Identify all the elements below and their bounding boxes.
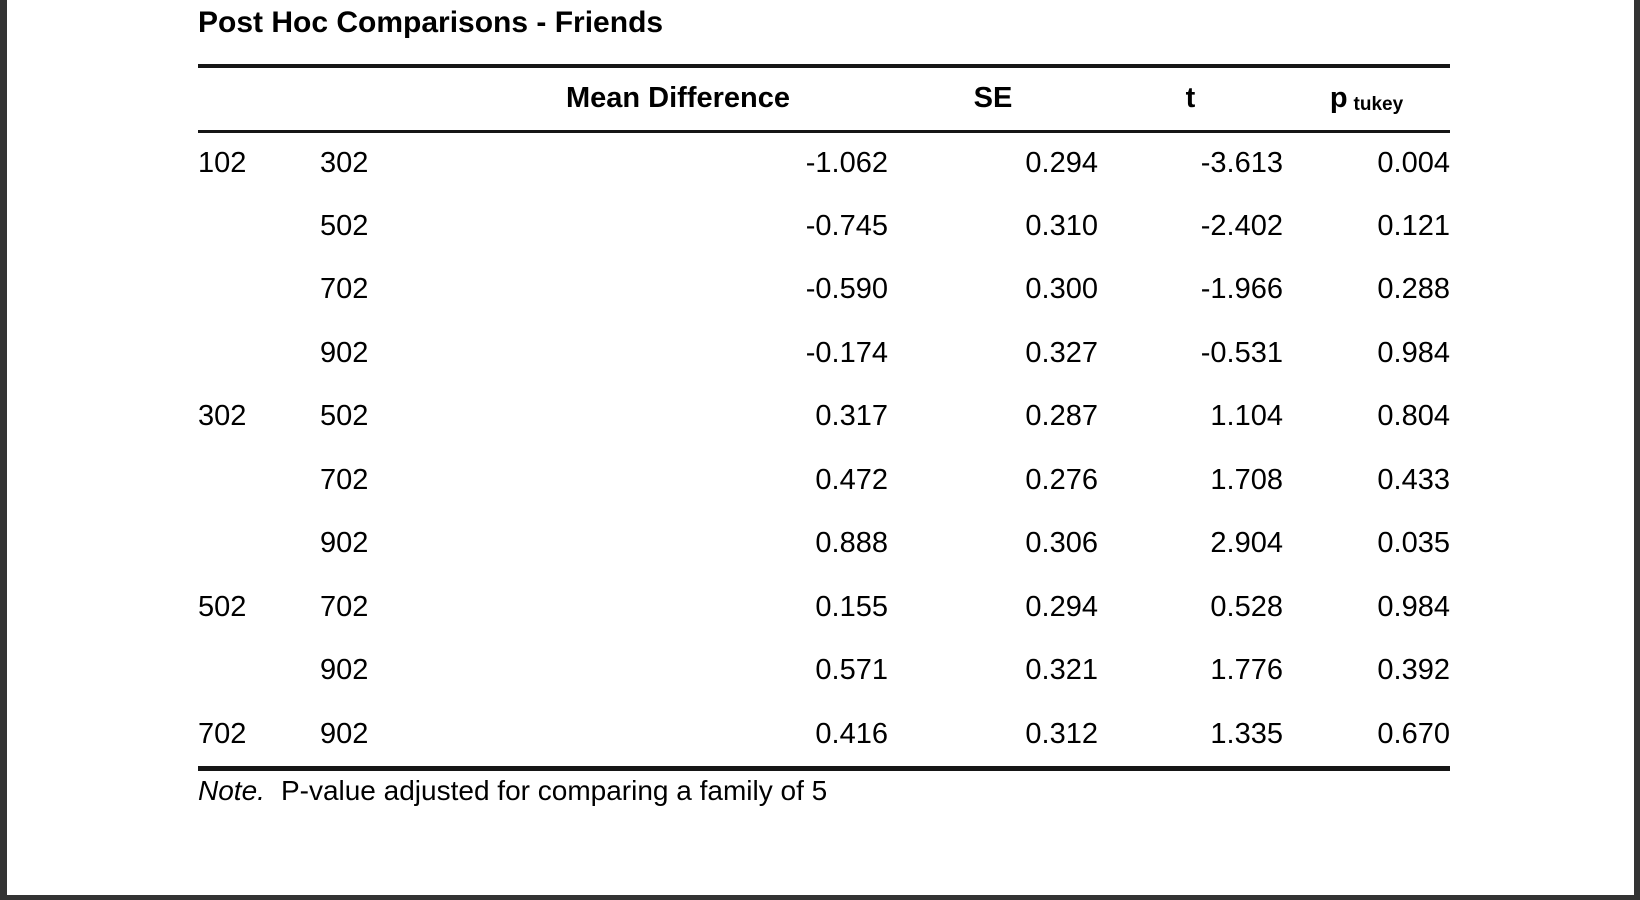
cell-group-b: 502 <box>320 209 369 242</box>
cell-t: 1.104 <box>1210 400 1283 433</box>
table-row: 102 302 -1.062 0.294 -3.613 0.004 <box>198 131 1450 195</box>
cell-p: 0.288 <box>1377 273 1450 306</box>
cell-t: -2.402 <box>1200 209 1283 242</box>
p-tukey-subscript: tukey <box>1353 94 1404 116</box>
table-row: 502 -0.745 0.310 -2.402 0.121 <box>198 195 1450 259</box>
cell-mean-difference: 0.888 <box>815 527 888 560</box>
cell-p: 0.984 <box>1377 590 1450 623</box>
table-row: 502 702 0.155 0.294 0.528 0.984 <box>198 576 1450 640</box>
cell-p: 0.670 <box>1377 717 1450 750</box>
cell-se: 0.300 <box>1025 273 1098 306</box>
col-header-mean-difference: Mean Difference <box>468 68 888 133</box>
cell-p: 0.035 <box>1377 527 1450 560</box>
cell-group-b: 702 <box>320 463 369 496</box>
cell-group-b: 902 <box>320 654 369 687</box>
cell-mean-difference: 0.317 <box>815 400 888 433</box>
cell-group-a: 102 <box>198 147 247 179</box>
cell-group-a <box>198 639 320 703</box>
cell-p: 0.433 <box>1377 463 1450 496</box>
cell-group-b: 902 <box>320 717 369 750</box>
cell-se: 0.276 <box>1025 463 1098 496</box>
col-header-p-tukey: p tukey <box>1283 68 1450 133</box>
page-title: Post Hoc Comparisons - Friends <box>198 6 664 39</box>
cell-group-b: 502 <box>320 400 369 433</box>
table-note: Note. P-value adjusted for comparing a fa… <box>198 770 827 812</box>
note-text: P-value adjusted for comparing a family … <box>280 775 828 806</box>
cell-t: -3.613 <box>1200 147 1283 179</box>
cell-mean-difference: -0.174 <box>805 336 888 369</box>
cell-se: 0.321 <box>1025 654 1098 687</box>
cell-se: 0.310 <box>1025 209 1098 242</box>
col-header-se: SE <box>888 68 1098 133</box>
table-row: 702 -0.590 0.300 -1.966 0.288 <box>198 258 1450 322</box>
cell-t: 1.776 <box>1210 654 1283 687</box>
table-header-row: Mean Difference SE t p tukey <box>198 68 1450 133</box>
cell-group-b: 702 <box>320 590 369 623</box>
cell-se: 0.306 <box>1025 527 1098 560</box>
cell-group-b: 902 <box>320 527 369 560</box>
table-row: 302 502 0.317 0.287 1.104 0.804 <box>198 385 1450 449</box>
col-header-group-a <box>198 68 320 133</box>
cell-se: 0.327 <box>1025 336 1098 369</box>
window-frame-right <box>1634 0 1640 900</box>
cell-mean-difference: 0.416 <box>815 717 888 750</box>
cell-se: 0.294 <box>1025 147 1098 179</box>
cell-group-a <box>198 449 320 513</box>
cell-mean-difference: 0.155 <box>815 590 888 623</box>
cell-group-a: 302 <box>198 400 247 433</box>
cell-group-a <box>198 258 320 322</box>
col-header-t: t <box>1098 68 1283 133</box>
table-row: 702 0.472 0.276 1.708 0.433 <box>198 449 1450 513</box>
cell-group-a: 502 <box>198 590 247 623</box>
cell-group-a: 702 <box>198 717 247 750</box>
table-row: 702 902 0.416 0.312 1.335 0.670 <box>198 703 1450 767</box>
cell-p: 0.804 <box>1377 400 1450 433</box>
post-hoc-comparisons-table: Mean Difference SE t p tukey 102 302 -1.0… <box>198 64 1450 771</box>
cell-group-a <box>198 322 320 386</box>
cell-group-b: 902 <box>320 336 369 369</box>
cell-mean-difference: -0.590 <box>805 273 888 306</box>
cell-t: -0.531 <box>1200 336 1283 369</box>
window-frame-left <box>0 0 7 900</box>
table-row: 902 -0.174 0.327 -0.531 0.984 <box>198 322 1450 386</box>
cell-se: 0.312 <box>1025 717 1098 750</box>
cell-mean-difference: -1.062 <box>805 147 888 179</box>
cell-group-a <box>198 512 320 576</box>
col-header-group-b <box>320 68 468 133</box>
cell-t: -1.966 <box>1200 273 1283 306</box>
cell-group-b: 702 <box>320 273 369 306</box>
cell-mean-difference: 0.472 <box>815 463 888 496</box>
cell-t: 2.904 <box>1210 527 1283 560</box>
cell-p: 0.121 <box>1377 209 1450 242</box>
cell-se: 0.287 <box>1025 400 1098 433</box>
window-frame-bottom <box>0 895 1640 900</box>
table-row: 902 0.888 0.306 2.904 0.035 <box>198 512 1450 576</box>
cell-t: 1.708 <box>1210 463 1283 496</box>
cell-p: 0.392 <box>1377 654 1450 687</box>
cell-p: 0.984 <box>1377 336 1450 369</box>
table-row: 902 0.571 0.321 1.776 0.392 <box>198 639 1450 703</box>
cell-t: 1.335 <box>1210 717 1283 750</box>
results-table: Mean Difference SE t p tukey 102 302 -1.0… <box>198 68 1450 766</box>
cell-se: 0.294 <box>1025 590 1098 623</box>
note-label: Note. <box>198 775 265 806</box>
cell-t: 0.528 <box>1210 590 1283 623</box>
p-label: p <box>1329 82 1348 115</box>
cell-group-b: 302 <box>320 147 369 179</box>
cell-mean-difference: -0.745 <box>805 209 888 242</box>
cell-group-a <box>198 195 320 259</box>
cell-p: 0.004 <box>1377 147 1450 179</box>
cell-mean-difference: 0.571 <box>815 654 888 687</box>
